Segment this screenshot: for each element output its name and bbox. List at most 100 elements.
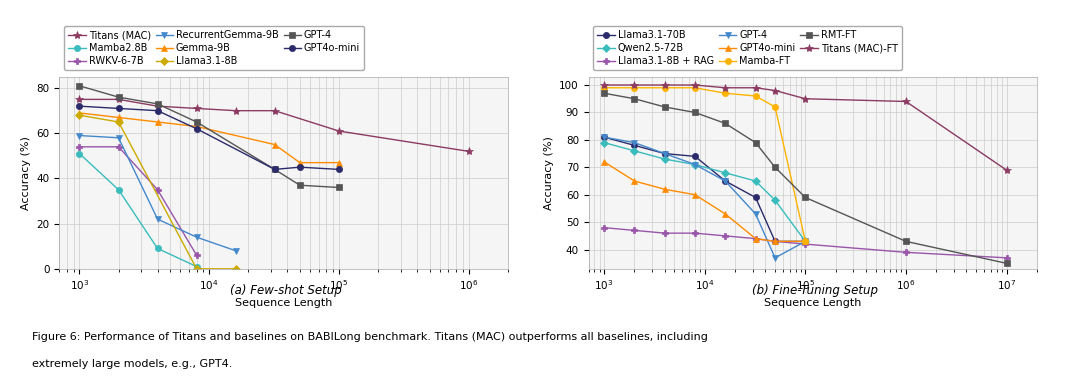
RecurrentGemma-9B <box>229 248 242 253</box>
Gemma-9B <box>268 142 281 147</box>
GPT4o-mini <box>294 165 307 169</box>
RMT-FT <box>750 140 762 145</box>
Line: Llama3.1-8B: Llama3.1-8B <box>77 113 239 271</box>
Llama3.1-8B <box>112 120 125 124</box>
Llama3.1-8B + RAG <box>658 231 671 235</box>
GPT-4 <box>597 135 610 139</box>
Legend: Titans (MAC), Mamba2.8B, RWKV-6-7B, RecurrentGemma-9B, Gemma-9B, Llama3.1-8B, GP: Titans (MAC), Mamba2.8B, RWKV-6-7B, Recu… <box>65 26 364 70</box>
Line: RecurrentGemma-9B: RecurrentGemma-9B <box>76 132 239 254</box>
Line: Gemma-9B: Gemma-9B <box>76 109 342 166</box>
Llama3.1-70B <box>769 239 782 244</box>
GPT4o-mini <box>268 167 281 172</box>
X-axis label: Sequence Length: Sequence Length <box>234 298 333 308</box>
Gemma-9B <box>73 111 86 115</box>
RWKV-6-7B <box>151 187 164 192</box>
Mamba-FT <box>658 86 671 90</box>
Llama3.1-8B <box>73 113 86 118</box>
X-axis label: Sequence Length: Sequence Length <box>764 298 862 308</box>
RMT-FT <box>1000 261 1013 266</box>
Y-axis label: Accuracy (%): Accuracy (%) <box>21 136 31 210</box>
Titans (MAC)-FT <box>627 83 640 87</box>
Line: RMT-FT: RMT-FT <box>602 90 1010 266</box>
GPT-4 <box>112 95 125 99</box>
Titans (MAC)-FT <box>799 96 812 101</box>
Line: Llama3.1-70B: Llama3.1-70B <box>602 134 809 245</box>
Qwen2.5-72B <box>689 162 702 167</box>
Titans (MAC) <box>268 108 281 113</box>
Titans (MAC)-FT <box>719 86 732 90</box>
RMT-FT <box>597 91 610 96</box>
Mamba2.8B <box>112 187 125 192</box>
Line: Llama3.1-8B + RAG: Llama3.1-8B + RAG <box>600 224 1010 261</box>
Gemma-9B <box>151 120 164 124</box>
GPT-4 <box>750 212 762 216</box>
Gemma-9B <box>190 124 203 129</box>
Gemma-9B <box>294 161 307 165</box>
Mamba-FT <box>799 239 812 244</box>
Titans (MAC)-FT <box>1000 168 1013 172</box>
Llama3.1-8B + RAG <box>719 233 732 238</box>
GPT4o-mini <box>73 104 86 108</box>
RMT-FT <box>799 195 812 200</box>
Text: extremely large models, e.g., GPT4.: extremely large models, e.g., GPT4. <box>32 359 233 369</box>
Line: Mamba-FT: Mamba-FT <box>602 84 809 245</box>
Titans (MAC) <box>73 97 86 102</box>
RecurrentGemma-9B <box>190 235 203 240</box>
Line: Mamba2.8B: Mamba2.8B <box>77 151 200 270</box>
Qwen2.5-72B <box>769 198 782 202</box>
Line: GPT-4: GPT-4 <box>77 83 342 190</box>
GPT4o-mini <box>769 239 782 244</box>
Llama3.1-8B <box>229 266 242 271</box>
Text: Figure 6: Performance of Titans and baselines on BABILong benchmark. Titans (MAC: Figure 6: Performance of Titans and base… <box>32 332 708 342</box>
Titans (MAC) <box>229 108 242 113</box>
GPT-4 <box>151 102 164 106</box>
GPT-4 <box>719 179 732 183</box>
Legend: Llama3.1-70B, Qwen2.5-72B, Llama3.1-8B + RAG, GPT-4, GPT4o-mini, Mamba-FT, RMT-F: Llama3.1-70B, Qwen2.5-72B, Llama3.1-8B +… <box>594 26 902 70</box>
Line: GPT4o-mini: GPT4o-mini <box>600 158 809 245</box>
RWKV-6-7B <box>73 144 86 149</box>
Mamba-FT <box>750 94 762 98</box>
Llama3.1-8B + RAG <box>769 239 782 244</box>
Titans (MAC) <box>190 106 203 111</box>
Gemma-9B <box>112 115 125 120</box>
Titans (MAC)-FT <box>900 99 913 104</box>
GPT4o-mini <box>190 126 203 131</box>
Qwen2.5-72B <box>750 179 762 183</box>
Text: (a) Few-shot Setup: (a) Few-shot Setup <box>230 284 342 297</box>
Line: RWKV-6-7B: RWKV-6-7B <box>76 143 200 259</box>
Line: Titans (MAC): Titans (MAC) <box>76 95 473 156</box>
GPT-4 <box>689 162 702 167</box>
Titans (MAC) <box>112 97 125 102</box>
GPT-4 <box>333 185 346 190</box>
Line: Qwen2.5-72B: Qwen2.5-72B <box>602 139 809 245</box>
Titans (MAC) <box>462 149 475 154</box>
Line: Titans (MAC)-FT: Titans (MAC)-FT <box>600 81 1011 174</box>
Llama3.1-8B + RAG <box>627 228 640 233</box>
GPT4o-mini <box>689 192 702 197</box>
RMT-FT <box>689 110 702 115</box>
Titans (MAC)-FT <box>658 83 671 87</box>
RecurrentGemma-9B <box>112 136 125 140</box>
GPT-4 <box>769 255 782 260</box>
GPT-4 <box>294 183 307 187</box>
Llama3.1-70B <box>658 151 671 156</box>
Mamba-FT <box>719 91 732 96</box>
GPT-4 <box>627 140 640 145</box>
Titans (MAC) <box>333 129 346 133</box>
GPT4o-mini <box>658 187 671 192</box>
Titans (MAC) <box>151 104 164 108</box>
Titans (MAC)-FT <box>769 88 782 93</box>
Llama3.1-8B <box>190 266 203 271</box>
Qwen2.5-72B <box>799 239 812 244</box>
Llama3.1-70B <box>627 143 640 148</box>
Mamba2.8B <box>190 264 203 269</box>
Gemma-9B <box>333 161 346 165</box>
Line: GPT-4: GPT-4 <box>600 134 809 261</box>
GPT-4 <box>268 167 281 172</box>
Line: GPT4o-mini: GPT4o-mini <box>77 103 342 172</box>
Llama3.1-70B <box>750 195 762 200</box>
Mamba-FT <box>627 86 640 90</box>
Llama3.1-8B + RAG <box>750 236 762 241</box>
GPT4o-mini <box>799 239 812 244</box>
GPT4o-mini <box>627 179 640 183</box>
